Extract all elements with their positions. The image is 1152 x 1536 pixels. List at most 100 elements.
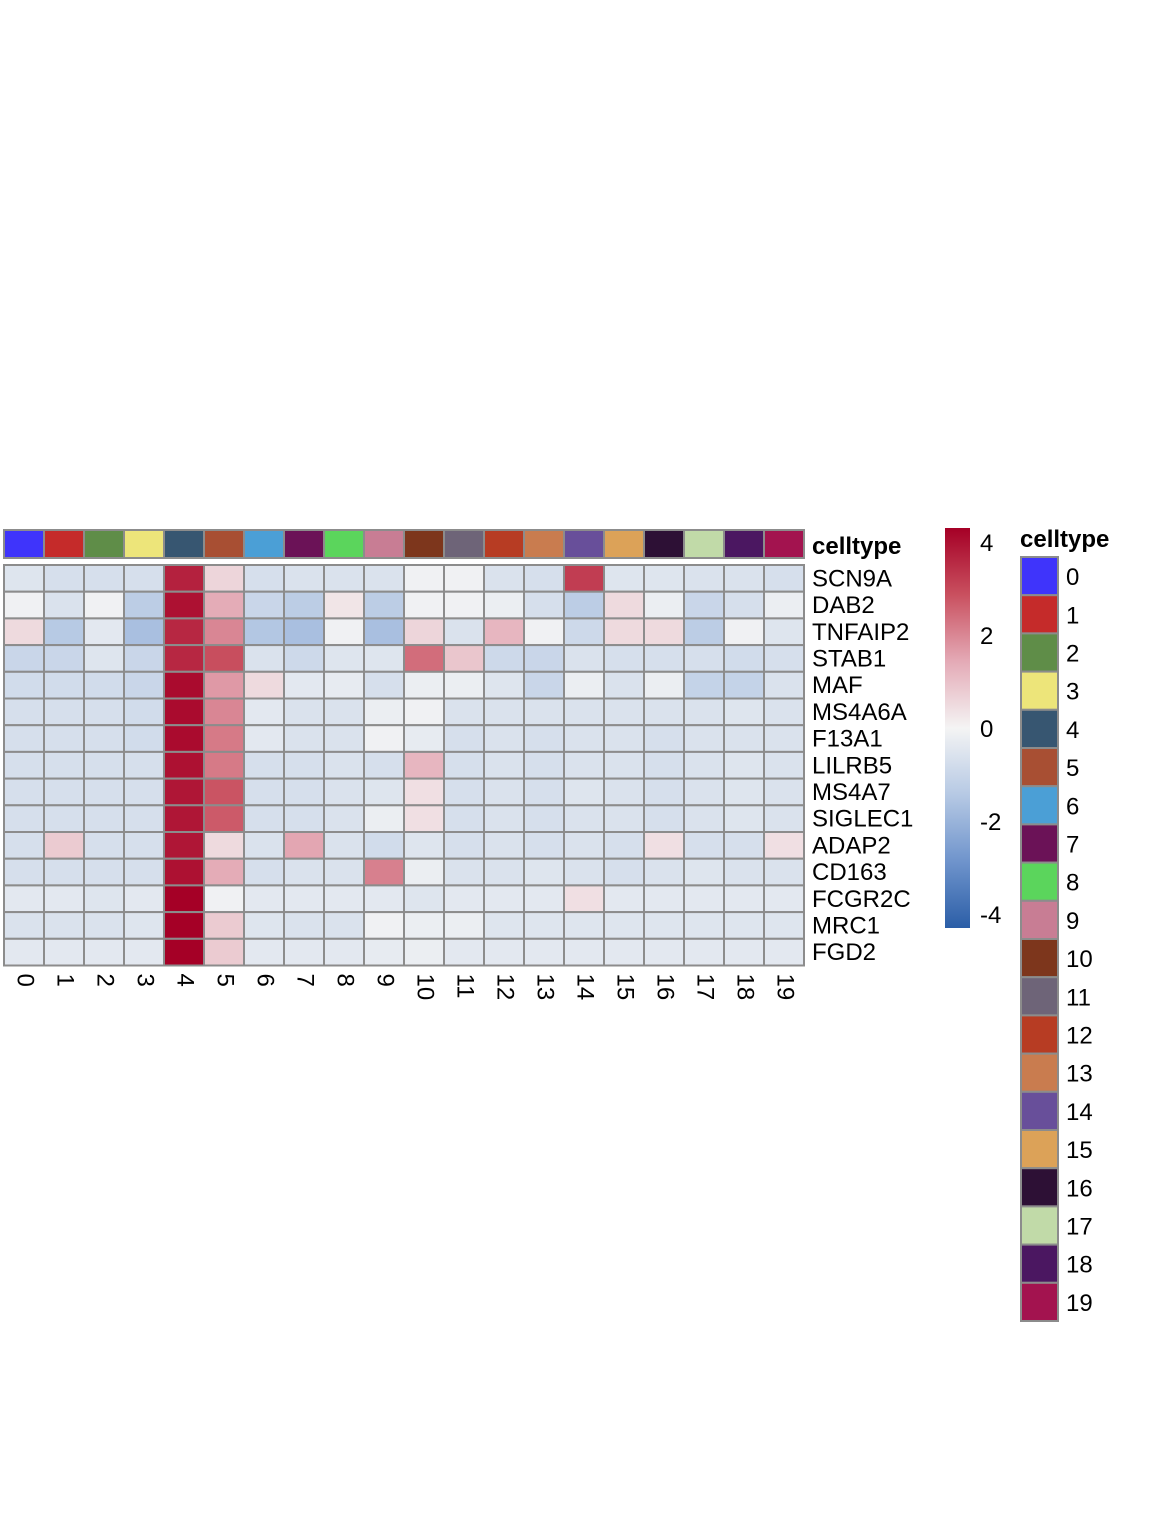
cell-SCN9A-12 <box>483 564 525 593</box>
cell-MAF-0 <box>3 670 45 700</box>
cell-MS4A7-4 <box>163 777 205 807</box>
cluster-label: 11 <box>452 974 479 999</box>
cell-MS4A6A-12 <box>483 697 525 727</box>
cell-CD163-17 <box>683 857 725 887</box>
cell-DAB2-7 <box>283 590 325 620</box>
cell-F13A1-19 <box>763 724 805 753</box>
color-scale-bar <box>945 528 970 928</box>
cell-MS4A6A-1 <box>43 697 85 727</box>
cell-MAF-17 <box>683 670 725 700</box>
cell-SCN9A-7 <box>283 564 325 593</box>
gene-label: MS4A6A <box>812 699 907 726</box>
cell-SCN9A-8 <box>323 564 365 593</box>
cell-SIGLEC1-4 <box>163 804 205 833</box>
cell-LILRB5-12 <box>483 750 525 780</box>
legend-label: 13 <box>1066 1061 1093 1088</box>
color-scale-tick: 4 <box>980 530 993 557</box>
cell-FGD2-5 <box>203 937 245 967</box>
color-scale-tick: -2 <box>980 809 1001 836</box>
cell-LILRB5-9 <box>363 750 405 780</box>
cell-DAB2-6 <box>243 590 285 620</box>
annotation-row-label: celltype <box>812 533 901 560</box>
legend-label: 14 <box>1066 1099 1093 1126</box>
cell-CD163-12 <box>483 857 525 887</box>
cell-CD163-5 <box>203 857 245 887</box>
legend-swatch <box>1020 594 1059 635</box>
cell-CD163-2 <box>83 857 125 887</box>
cell-FGD2-6 <box>243 937 285 967</box>
cell-MRC1-11 <box>443 911 485 940</box>
cell-SIGLEC1-13 <box>523 804 565 833</box>
legend-label: 9 <box>1066 908 1079 935</box>
cell-LILRB5-5 <box>203 750 245 780</box>
cell-LILRB5-17 <box>683 750 725 780</box>
cell-DAB2-8 <box>323 590 365 620</box>
legend-label: 12 <box>1066 1023 1093 1050</box>
cell-ADAP2-1 <box>43 831 85 860</box>
cell-F13A1-18 <box>723 724 765 753</box>
cluster-label: 9 <box>372 974 399 987</box>
cell-ADAP2-16 <box>643 831 685 860</box>
annotation-cell-10 <box>403 529 445 559</box>
cell-SCN9A-16 <box>643 564 685 593</box>
cell-LILRB5-0 <box>3 750 45 780</box>
cell-FCGR2C-12 <box>483 884 525 914</box>
cell-MS4A6A-11 <box>443 697 485 727</box>
cell-ADAP2-10 <box>403 831 445 860</box>
cell-ADAP2-17 <box>683 831 725 860</box>
cell-CD163-7 <box>283 857 325 887</box>
cell-FCGR2C-14 <box>563 884 605 914</box>
cell-STAB1-7 <box>283 644 325 673</box>
annotation-cell-6 <box>243 529 285 559</box>
cell-MAF-12 <box>483 670 525 700</box>
gene-label: TNFAIP2 <box>812 619 909 646</box>
gene-label: STAB1 <box>812 645 886 672</box>
cell-FCGR2C-18 <box>723 884 765 914</box>
cell-LILRB5-16 <box>643 750 685 780</box>
cell-FCGR2C-4 <box>163 884 205 914</box>
cell-SIGLEC1-14 <box>563 804 605 833</box>
cell-SIGLEC1-8 <box>323 804 365 833</box>
cell-STAB1-10 <box>403 644 445 673</box>
legend-swatch <box>1020 899 1059 940</box>
cell-STAB1-18 <box>723 644 765 673</box>
cell-FGD2-1 <box>43 937 85 967</box>
cell-MS4A6A-8 <box>323 697 365 727</box>
annotation-cell-18 <box>723 529 765 559</box>
cell-SIGLEC1-5 <box>203 804 245 833</box>
cell-CD163-6 <box>243 857 285 887</box>
cell-MRC1-9 <box>363 911 405 940</box>
cell-F13A1-2 <box>83 724 125 753</box>
cell-ADAP2-13 <box>523 831 565 860</box>
annotation-cell-14 <box>563 529 605 559</box>
cell-MAF-15 <box>603 670 645 700</box>
annotation-cell-0 <box>3 529 45 559</box>
cell-ADAP2-11 <box>443 831 485 860</box>
cell-TNFAIP2-19 <box>763 617 805 647</box>
cell-CD163-13 <box>523 857 565 887</box>
legend-label: 1 <box>1066 602 1079 629</box>
cell-FGD2-16 <box>643 937 685 967</box>
cluster-label: 16 <box>652 974 679 1001</box>
heatmap-cells <box>3 564 805 967</box>
cell-TNFAIP2-16 <box>643 617 685 647</box>
legend-swatch <box>1020 938 1059 979</box>
legend-label: 18 <box>1066 1252 1093 1279</box>
cell-MAF-8 <box>323 670 365 700</box>
cell-STAB1-9 <box>363 644 405 673</box>
cell-STAB1-8 <box>323 644 365 673</box>
cell-SCN9A-3 <box>123 564 165 593</box>
cell-STAB1-16 <box>643 644 685 673</box>
cell-FCGR2C-1 <box>43 884 85 914</box>
cell-ADAP2-9 <box>363 831 405 860</box>
cell-MAF-1 <box>43 670 85 700</box>
cell-STAB1-1 <box>43 644 85 673</box>
cell-MS4A7-18 <box>723 777 765 807</box>
legend-label: 0 <box>1066 564 1079 591</box>
cell-F13A1-3 <box>123 724 165 753</box>
gene-label: ADAP2 <box>812 832 891 859</box>
cell-STAB1-13 <box>523 644 565 673</box>
cell-ADAP2-5 <box>203 831 245 860</box>
cluster-label: 19 <box>772 974 799 1001</box>
cell-DAB2-0 <box>3 590 45 620</box>
